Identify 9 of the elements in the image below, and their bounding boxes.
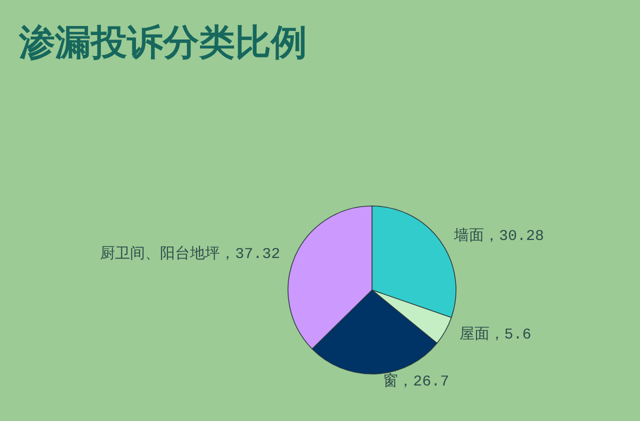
- slice-label: 屋面: [459, 326, 490, 344]
- slice-label: 窗: [383, 372, 398, 390]
- data-label: ，30.28: [484, 228, 544, 246]
- data-label: ，5.6: [489, 326, 532, 344]
- data-label: ，26.7: [398, 373, 450, 390]
- data-label: ，37.32: [220, 246, 280, 263]
- slice-label: 厨卫间、阳台地坪: [100, 244, 220, 263]
- chart-title: 渗漏投诉分类比例: [18, 22, 307, 64]
- slice-label: 墙面: [452, 227, 484, 246]
